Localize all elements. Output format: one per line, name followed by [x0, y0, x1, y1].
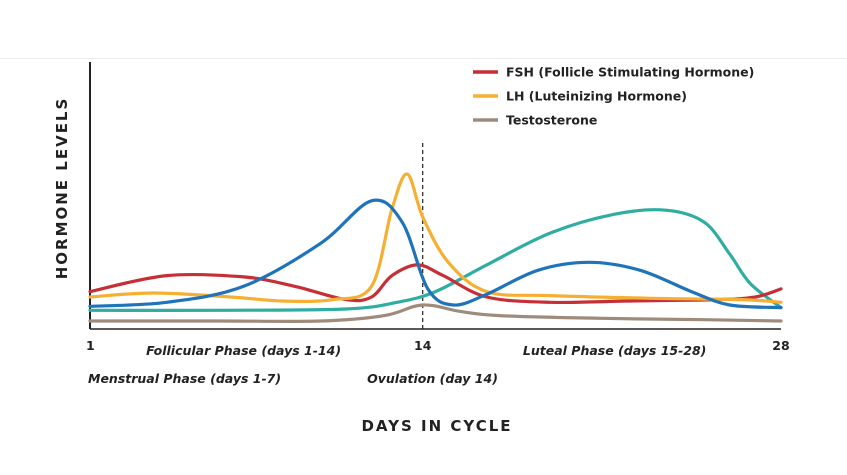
legend-label-testosterone: Testosterone	[506, 113, 597, 128]
x-tick-label-14: 14	[414, 338, 432, 353]
legend-label-fsh: FSH (Follicle Stimulating Hormone)	[506, 65, 754, 80]
legend-label-lh: LH (Luteinizing Hormone)	[506, 89, 687, 104]
phase-label-3: Ovulation (day 14)	[367, 371, 498, 386]
top-divider-line	[0, 58, 847, 59]
phase-label-0: Follicular Phase (days 1-14)	[146, 343, 341, 358]
phase-label-2: Menstrual Phase (days 1-7)	[88, 371, 281, 386]
phase-labels: Follicular Phase (days 1-14) Luteal Phase…	[88, 343, 706, 386]
phase-label-1: Luteal Phase (days 15-28)	[523, 343, 707, 358]
series-layer	[88, 172, 783, 323]
series-line-blue	[88, 198, 783, 310]
x-axis-title: DAYS IN CYCLE	[361, 417, 512, 435]
series-line-teal	[88, 208, 783, 312]
plot-area	[89, 62, 781, 330]
x-tick-labels: 1 14 28	[86, 338, 790, 353]
x-tick-label-28: 28	[772, 338, 789, 353]
legend: FSH (Follicle Stimulating Hormone) LH (Lu…	[473, 65, 754, 128]
y-axis-title: HORMONE LEVELS	[53, 97, 71, 280]
series-line-testosterone	[88, 303, 783, 323]
x-tick-label-1: 1	[86, 338, 95, 353]
series-line-lh	[88, 172, 783, 304]
